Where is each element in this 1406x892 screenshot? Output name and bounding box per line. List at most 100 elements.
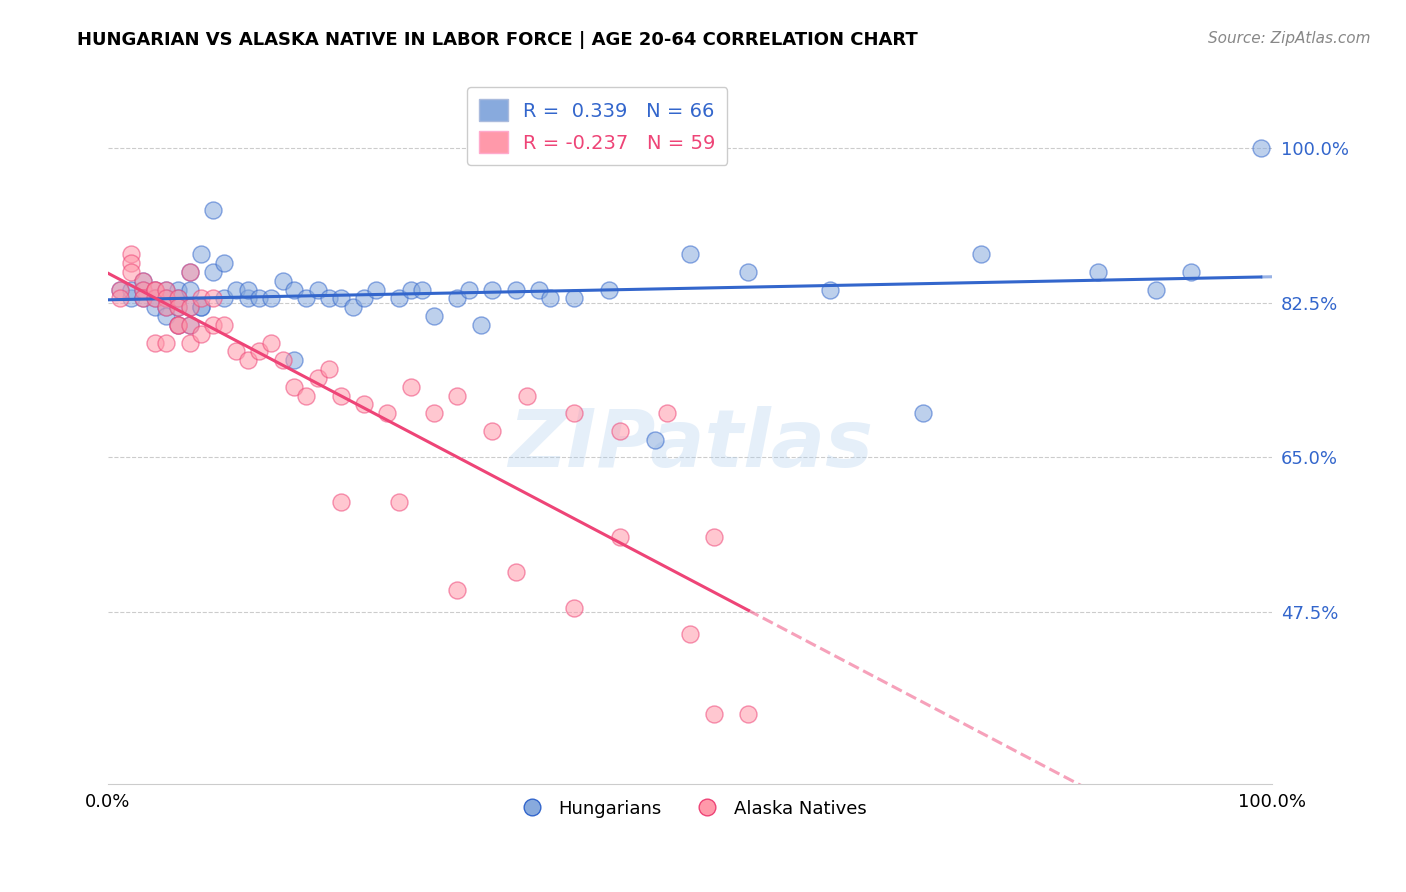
Point: [818, 283, 841, 297]
Point: [132, 283, 155, 297]
Point: [143, 292, 166, 306]
Point: [329, 388, 352, 402]
Point: [679, 627, 702, 641]
Point: [295, 388, 318, 402]
Point: [190, 292, 212, 306]
Point: [190, 326, 212, 341]
Point: [562, 406, 585, 420]
Point: [190, 300, 212, 314]
Point: [132, 292, 155, 306]
Point: [527, 283, 550, 297]
Point: [155, 292, 177, 306]
Point: [236, 353, 259, 368]
Point: [702, 530, 724, 544]
Point: [247, 344, 270, 359]
Legend: Hungarians, Alaska Natives: Hungarians, Alaska Natives: [506, 792, 875, 825]
Point: [166, 292, 188, 306]
Point: [912, 406, 935, 420]
Point: [143, 283, 166, 297]
Point: [411, 283, 433, 297]
Point: [679, 247, 702, 261]
Point: [214, 292, 236, 306]
Point: [271, 353, 294, 368]
Point: [132, 274, 155, 288]
Point: [108, 283, 131, 297]
Point: [120, 256, 142, 270]
Point: [283, 353, 305, 368]
Point: [377, 406, 399, 420]
Point: [166, 300, 188, 314]
Point: [155, 300, 177, 314]
Point: [505, 566, 527, 580]
Point: [155, 300, 177, 314]
Point: [155, 283, 177, 297]
Point: [516, 388, 538, 402]
Point: [388, 292, 411, 306]
Point: [120, 283, 142, 297]
Point: [120, 265, 142, 279]
Point: [283, 283, 305, 297]
Point: [166, 318, 188, 332]
Point: [166, 318, 188, 332]
Point: [155, 292, 177, 306]
Point: [201, 292, 224, 306]
Point: [179, 283, 201, 297]
Point: [307, 283, 329, 297]
Point: [201, 202, 224, 217]
Point: [970, 247, 993, 261]
Point: [143, 335, 166, 350]
Point: [702, 706, 724, 721]
Point: [353, 397, 375, 411]
Point: [179, 265, 201, 279]
Point: [143, 283, 166, 297]
Point: [598, 283, 620, 297]
Point: [655, 406, 678, 420]
Point: [179, 318, 201, 332]
Point: [562, 292, 585, 306]
Point: [120, 292, 142, 306]
Point: [155, 283, 177, 297]
Point: [190, 247, 212, 261]
Text: Source: ZipAtlas.com: Source: ZipAtlas.com: [1208, 31, 1371, 46]
Point: [155, 335, 177, 350]
Point: [1087, 265, 1109, 279]
Point: [737, 706, 759, 721]
Point: [737, 265, 759, 279]
Point: [143, 292, 166, 306]
Point: [342, 300, 364, 314]
Point: [505, 283, 527, 297]
Point: [201, 265, 224, 279]
Point: [260, 335, 283, 350]
Point: [399, 380, 422, 394]
Point: [108, 283, 131, 297]
Point: [540, 292, 562, 306]
Point: [283, 380, 305, 394]
Point: [329, 494, 352, 508]
Point: [318, 292, 340, 306]
Point: [179, 318, 201, 332]
Point: [225, 344, 247, 359]
Point: [120, 247, 142, 261]
Point: [179, 335, 201, 350]
Point: [166, 292, 188, 306]
Point: [295, 292, 318, 306]
Point: [190, 300, 212, 314]
Point: [329, 292, 352, 306]
Point: [399, 283, 422, 297]
Point: [155, 309, 177, 323]
Point: [1144, 283, 1167, 297]
Point: [423, 406, 446, 420]
Point: [108, 292, 131, 306]
Point: [214, 318, 236, 332]
Point: [225, 283, 247, 297]
Point: [201, 318, 224, 332]
Point: [143, 283, 166, 297]
Point: [236, 292, 259, 306]
Point: [307, 371, 329, 385]
Point: [214, 256, 236, 270]
Point: [132, 283, 155, 297]
Point: [481, 283, 503, 297]
Point: [1180, 265, 1202, 279]
Point: [271, 274, 294, 288]
Point: [132, 274, 155, 288]
